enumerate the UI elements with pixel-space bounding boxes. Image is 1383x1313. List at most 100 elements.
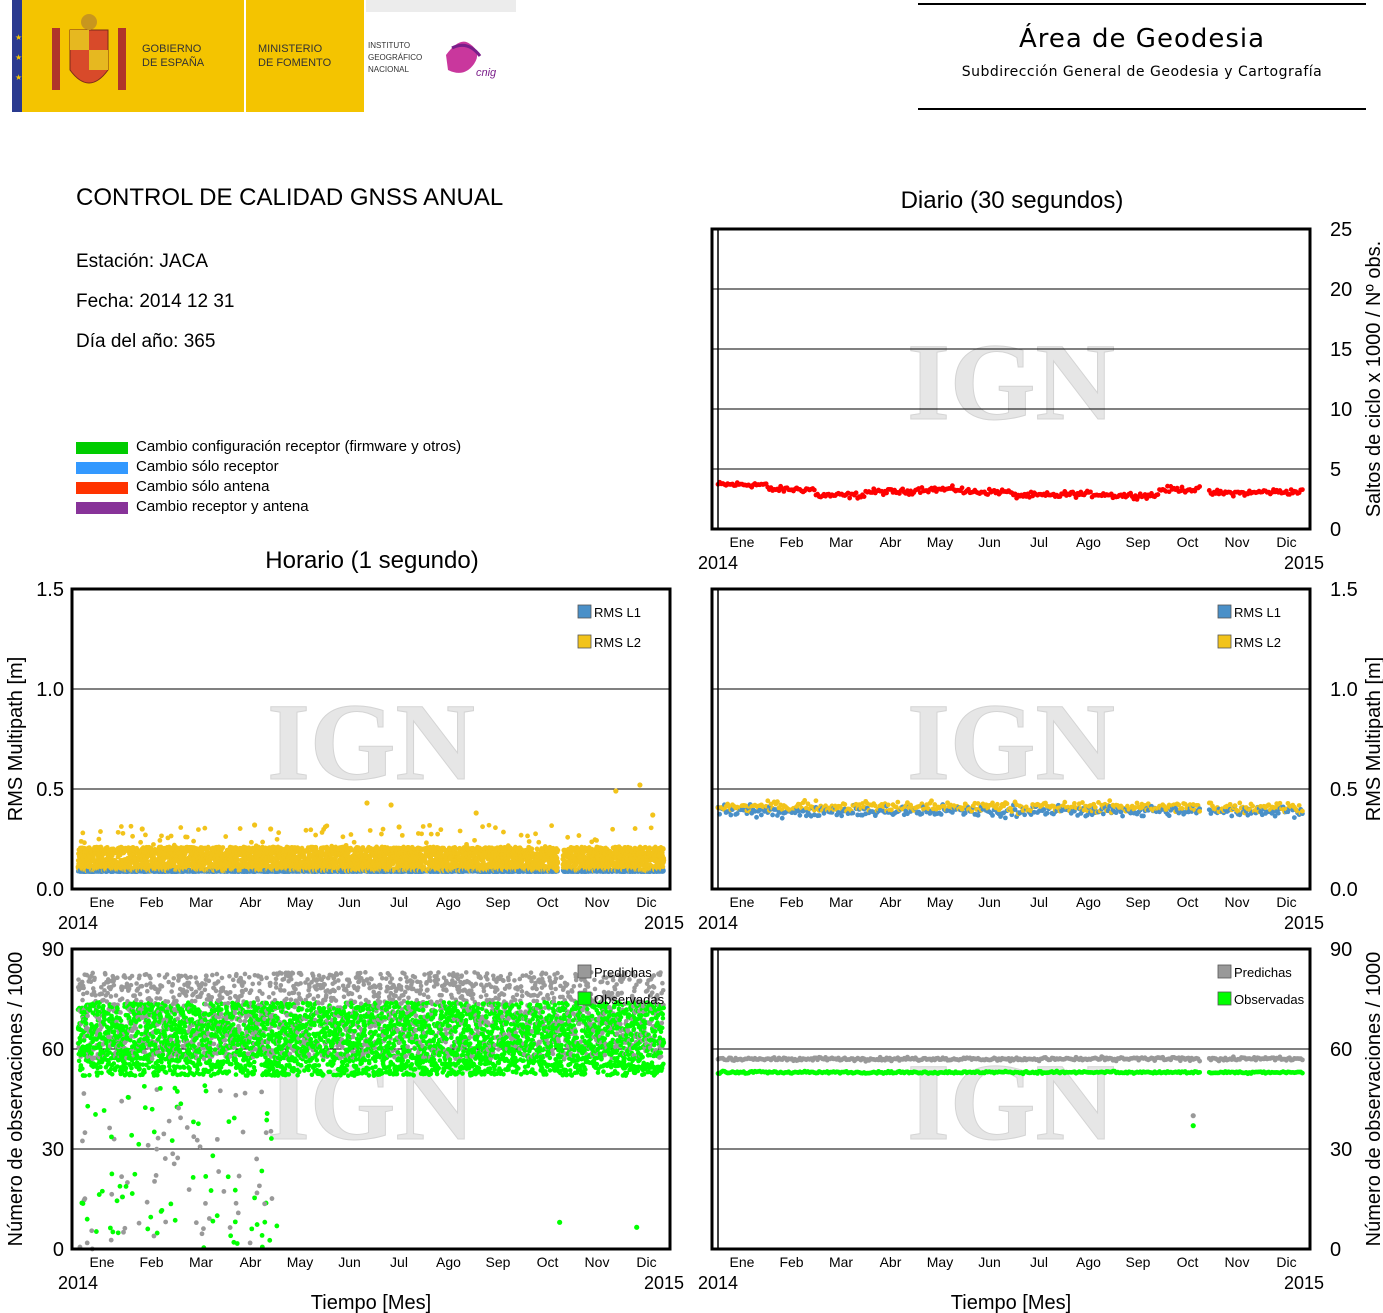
gobierno-line2: DE ESPAÑA (142, 56, 205, 69)
data-point (313, 832, 319, 838)
ign-watermark: IGN (907, 321, 1115, 443)
data-point (196, 827, 201, 833)
data-point (191, 838, 196, 844)
data-point (115, 829, 121, 835)
hourly-section-title: Horario (1 segundo) (265, 547, 479, 574)
data-point (1179, 484, 1185, 490)
instituto-line3: NACIONAL (368, 65, 409, 74)
report-title: CONTROL DE CALIDAD GNSS ANUAL (76, 184, 504, 211)
month-tick-label: Jun (978, 534, 1001, 550)
data-point (428, 831, 434, 837)
daily-section-title: Diario (30 segundos) (900, 187, 1124, 214)
data-point (178, 825, 184, 830)
data-point (472, 837, 477, 843)
month-tick-label: Dic (1276, 534, 1296, 550)
y-tick-label: 1.0 (36, 679, 64, 701)
data-point (223, 834, 229, 839)
data-point (237, 826, 243, 831)
data-point (853, 490, 859, 496)
data-point (260, 839, 266, 845)
legend-label: Cambio configuración receptor (firmware … (136, 438, 462, 455)
month-tick-label: Abr (880, 534, 902, 550)
data-point (324, 823, 330, 829)
month-tick-label: Mar (829, 534, 853, 550)
data-point (380, 826, 386, 832)
data-point (1073, 495, 1079, 500)
month-tick-label: Oct (1177, 534, 1199, 550)
area-header: Área de Geodesia Subdirección General de… (918, 0, 1383, 112)
data-point (143, 832, 148, 838)
area-subtitle: Subdirección General de Geodesia y Carto… (961, 64, 1323, 80)
y-tick-label: 5 (1330, 459, 1341, 481)
station-label: Estación: JACA (76, 251, 208, 272)
data-point (276, 830, 282, 836)
legend-swatch (76, 462, 128, 474)
data-point (80, 830, 86, 836)
year-end-label: 2015 (1284, 553, 1324, 573)
area-title: Área de Geodesia (1018, 24, 1266, 54)
data-point (884, 490, 889, 496)
data-point (419, 831, 424, 837)
data-point (96, 836, 102, 842)
month-tick-label: Ago (1076, 534, 1101, 550)
month-tick-label: Nov (1225, 534, 1250, 550)
y-tick-label: 0 (1330, 519, 1341, 541)
month-tick-label: Feb (779, 534, 803, 550)
instituto-line1: INSTITUTO (368, 41, 410, 50)
legend-swatch (76, 442, 128, 454)
y-tick-label: 10 (1330, 399, 1352, 421)
data-point (128, 823, 134, 829)
legend-label: Cambio sólo receptor (136, 458, 279, 475)
data-point (220, 845, 226, 850)
legend-label: Cambio sólo antena (136, 478, 270, 495)
hourly-rms-multipath-points (75, 782, 667, 874)
data-point (308, 827, 314, 833)
data-point (861, 494, 867, 499)
month-tick-label: Jul (1030, 534, 1048, 550)
data-point (151, 842, 156, 847)
data-point (1299, 487, 1305, 493)
y-tick-label: 0.5 (36, 779, 64, 801)
month-tick-label: Ene (730, 534, 755, 550)
data-point (159, 833, 164, 839)
data-point (202, 825, 208, 831)
data-point (118, 824, 124, 829)
data-point (420, 824, 426, 829)
data-point (248, 839, 254, 845)
plot-frame (710, 227, 1312, 531)
data-point (367, 828, 373, 833)
month-tick-label: Sep (1126, 534, 1151, 550)
y-tick-label: 15 (1330, 339, 1352, 361)
y-tick-label: 0.0 (36, 879, 64, 901)
date-label: Fecha: 2014 12 31 (76, 291, 235, 312)
year-start-label: 2014 (698, 553, 738, 573)
gobierno-line1: GOBIERNO (142, 43, 202, 55)
data-point (847, 495, 853, 501)
gobierno-logo: ★ ★ ★ GOBIERNO DE ESPAÑA MINISTERIO DE F… (12, 0, 516, 112)
data-point (811, 487, 817, 493)
data-point (1088, 489, 1093, 495)
data-point (303, 827, 309, 833)
data-point (340, 834, 346, 840)
data-point (399, 832, 405, 838)
data-point (1155, 492, 1161, 497)
y-axis-label: Saltos de ciclo x 1000 / Nº obs. (1363, 241, 1383, 517)
data-point (379, 831, 384, 837)
data-point (138, 839, 144, 845)
cnig-logo-icon: cnig (446, 41, 497, 79)
data-point (950, 483, 955, 489)
coat-of-arms-icon (52, 14, 126, 90)
ign-watermark: IGN (267, 681, 475, 803)
data-point (120, 830, 126, 836)
area-rule-bottom (918, 108, 1366, 110)
data-point (157, 837, 163, 843)
data-point (1197, 484, 1203, 489)
y-tick-label: 25 (1330, 219, 1352, 241)
data-point (82, 840, 87, 846)
ministerio-line2: DE FOMENTO (258, 57, 332, 69)
data-point (1230, 493, 1236, 499)
data-point (427, 822, 432, 828)
